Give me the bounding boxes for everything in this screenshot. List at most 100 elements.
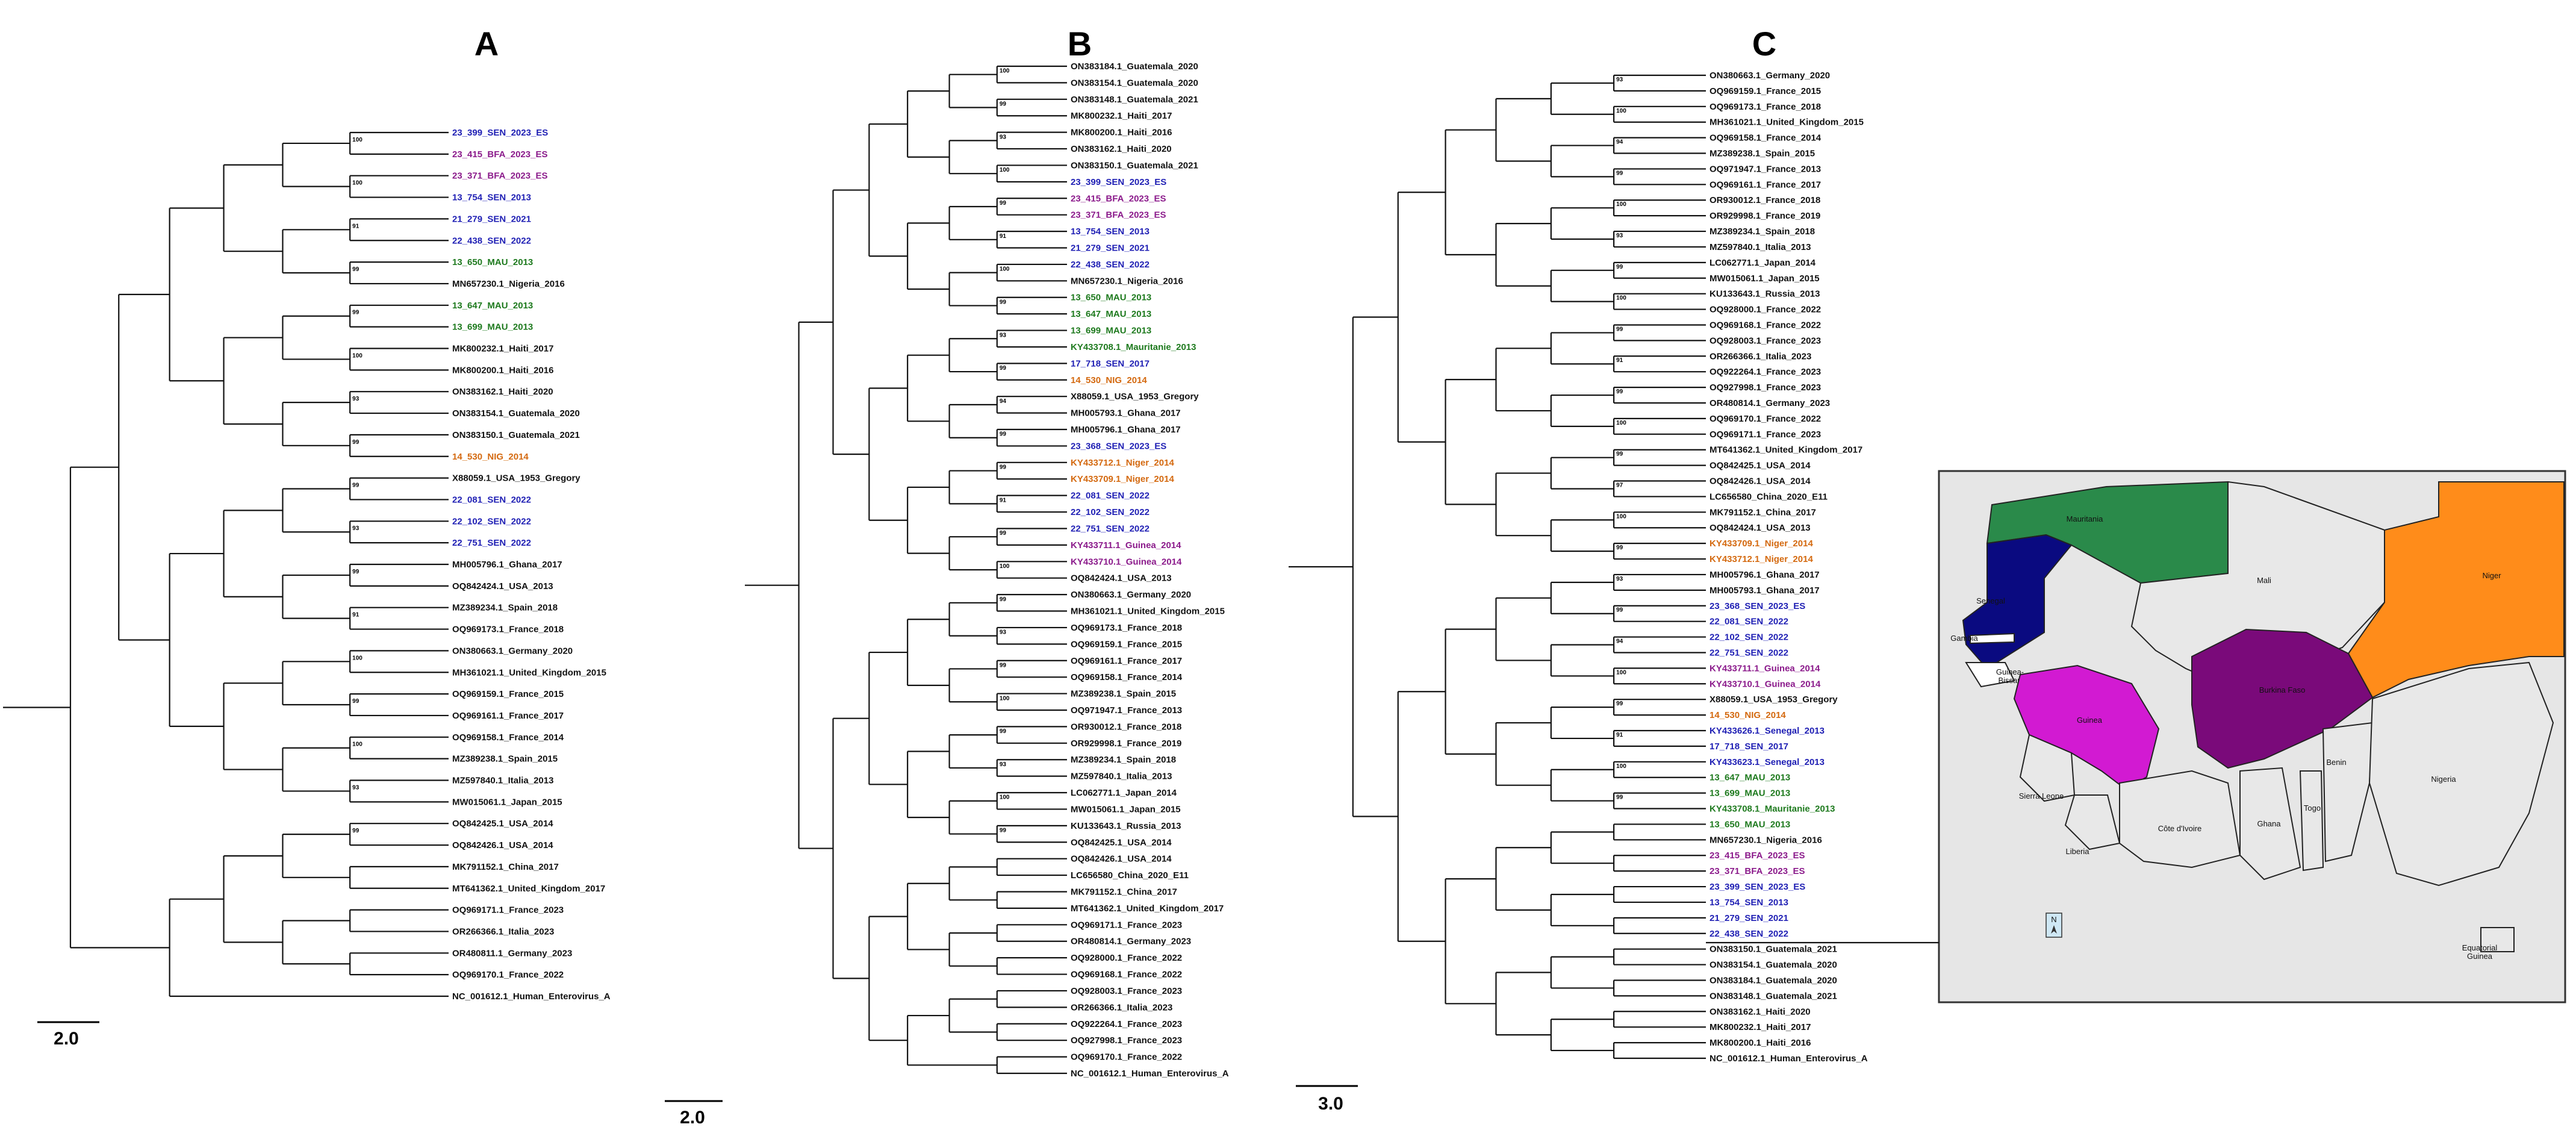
leaf-label: ON383150.1_Guatemala_2021	[1071, 160, 1198, 170]
leaf-label: MK800200.1_Haiti_2016	[1071, 128, 1172, 138]
bootstrap-value: 99	[1000, 101, 1007, 108]
leaf-label: MZ597840.1_Italia_2013	[1071, 772, 1172, 782]
leaf-label: LC656580_China_2020_E11	[1071, 870, 1189, 881]
bootstrap-value: 91	[1000, 233, 1007, 240]
leaf-label: ON380663.1_Germany_2020	[1710, 70, 1830, 81]
leaf-label: MW015061.1_Japan_2015	[1071, 804, 1181, 814]
map-country-label: Guinea-	[1996, 667, 2024, 676]
leaf-label: MK800232.1_Haiti_2017	[1710, 1022, 1811, 1032]
bootstrap-value: 99	[352, 569, 359, 575]
map-country-label: Mali	[2257, 576, 2271, 585]
bootstrap-value: 100	[352, 137, 362, 143]
leaf-label: MK800232.1_Haiti_2017	[452, 344, 553, 354]
leaf-label: 13_650_MAU_2013	[1710, 819, 1790, 829]
bootstrap-value: 99	[1000, 365, 1007, 372]
bootstrap-value: 100	[1616, 295, 1626, 302]
bootstrap-value: 99	[1000, 828, 1007, 834]
leaf-label: OQ969161.1_France_2017	[1071, 656, 1182, 666]
bootstrap-value: 99	[1616, 326, 1623, 332]
leaf-label: 22_751_SEN_2022	[1071, 523, 1150, 534]
leaf-label: OR266366.1_Italia_2023	[1071, 1002, 1172, 1013]
map-country	[2480, 927, 2515, 952]
leaf-label: MH005793.1_Ghana_2017	[1071, 408, 1181, 419]
leaf-label: OQ969170.1_France_2022	[1710, 414, 1821, 424]
leaf-label: 21_279_SEN_2021	[1071, 243, 1150, 254]
leaf-label: LC656580_China_2020_E11	[1710, 491, 1828, 502]
leaf-label: MZ597840.1_Italia_2013	[1710, 242, 1811, 252]
bootstrap-value: 93	[352, 396, 359, 402]
leaf-label: MZ389234.1_Spain_2018	[1710, 226, 1815, 237]
leaf-label: MH005796.1_Ghana_2017	[1710, 570, 1820, 580]
leaf-label: 22_081_SEN_2022	[452, 495, 531, 505]
leaf-label: KY433711.1_Guinea_2014	[1071, 540, 1181, 551]
leaf-label: OQ842425.1_USA_2014	[1710, 461, 1811, 471]
bootstrap-value: 99	[1000, 299, 1007, 305]
map-country-label: Gambia	[1950, 634, 1978, 643]
leaf-label: OQ927998.1_France_2023	[1071, 1035, 1182, 1046]
leaf-label: OQ969170.1_France_2022	[1071, 1052, 1182, 1062]
scale-bar-label: 2.0	[680, 1108, 705, 1128]
leaf-label: X88059.1_USA_1953_Gregory	[452, 473, 580, 484]
leaf-label: KY433709.1_Niger_2014	[1071, 474, 1174, 484]
bootstrap-value: 100	[1616, 513, 1626, 520]
bootstrap-value: 99	[1616, 451, 1623, 458]
leaf-label: MH361021.1_United_Kingdom_2015	[452, 667, 606, 678]
bootstrap-value: 99	[352, 310, 359, 316]
leaf-label: 23_371_BFA_2023_ES	[452, 171, 547, 181]
map-country-label: Bissau	[1998, 676, 2021, 685]
leaf-label: OQ969170.1_France_2022	[452, 970, 564, 980]
bootstrap-value: 100	[1616, 420, 1626, 426]
leaf-label: 22_102_SEN_2022	[1710, 632, 1788, 643]
leaf-label: 13_699_MAU_2013	[452, 322, 533, 332]
bootstrap-value: 100	[352, 655, 362, 661]
bootstrap-value: 99	[352, 698, 359, 705]
bootstrap-value: 97	[1616, 482, 1623, 488]
leaf-label: KY433710.1_Guinea_2014	[1071, 557, 1182, 567]
leaf-label: MH361021.1_United_Kingdom_2015	[1710, 117, 1864, 128]
leaf-label: OQ969168.1_France_2022	[1071, 970, 1182, 980]
bootstrap-value: 99	[1000, 662, 1007, 669]
leaf-label: MZ389234.1_Spain_2018	[1071, 755, 1176, 765]
leaf-label: 23_371_BFA_2023_ES	[1071, 210, 1166, 220]
leaf-label: MZ389238.1_Spain_2015	[452, 754, 558, 764]
bootstrap-value: 93	[1616, 576, 1623, 582]
leaf-label: OR480814.1_Germany_2023	[1710, 398, 1830, 408]
leaf-label: 13_699_MAU_2013	[1071, 326, 1151, 336]
bootstrap-value: 99	[1616, 700, 1623, 707]
compass-label: N	[2051, 915, 2056, 924]
leaf-label: KY433708.1_Mauritanie_2013	[1710, 804, 1835, 814]
leaf-label: MK791152.1_China_2017	[1071, 887, 1177, 897]
tree-panel-b: B 100 99 93 100 99 91 100 99 93 99 94 99 99 91 99 100 99 9…	[665, 25, 1229, 1128]
leaf-label: 23_415_BFA_2023_ES	[452, 149, 547, 160]
bootstrap-value: 100	[352, 741, 362, 748]
leaf-label: 23_399_SEN_2023_ES	[452, 128, 548, 138]
leaf-label: 23_371_BFA_2023_ES	[1710, 866, 1805, 876]
leaf-label: OR930012.1_France_2018	[1710, 195, 1820, 205]
leaf-label: 13_754_SEN_2013	[452, 193, 531, 203]
bootstrap-value: 99	[1000, 431, 1007, 438]
bootstrap-value: 99	[1000, 596, 1007, 603]
leaf-label: KY433626.1_Senegal_2013	[1710, 726, 1825, 736]
leaf-label: MN657230.1_Nigeria_2016	[1710, 835, 1822, 845]
bootstrap-value: 93	[1000, 134, 1007, 140]
leaf-label: ON380663.1_Germany_2020	[452, 646, 573, 656]
leaf-label: 22_081_SEN_2022	[1071, 491, 1150, 501]
bootstrap-value: 100	[1000, 167, 1010, 173]
leaf-label: 17_718_SEN_2017	[1071, 358, 1150, 369]
leaf-label: KY433708.1_Mauritanie_2013	[1071, 342, 1196, 352]
leaf-label: ON383154.1_Guatemala_2020	[452, 408, 580, 419]
leaf-label: MT641362.1_United_Kingdom_2017	[1071, 903, 1224, 914]
bootstrap-value: 91	[1616, 732, 1623, 738]
leaf-label: OQ928003.1_France_2023	[1710, 335, 1821, 346]
leaf-label: OQ971947.1_France_2013	[1071, 705, 1182, 716]
bootstrap-value: 100	[1616, 108, 1626, 114]
leaf-label: MN657230.1_Nigeria_2016	[1071, 276, 1183, 286]
leaf-label: MT641362.1_United_Kingdom_2017	[1710, 445, 1862, 455]
leaf-label: OQ842426.1_USA_2014	[452, 840, 553, 850]
map-country-label: Mauritania	[2067, 514, 2103, 523]
bootstrap-value: 99	[1616, 544, 1623, 551]
bootstrap-value: 100	[1616, 201, 1626, 208]
leaf-label: OQ842424.1_USA_2013	[1710, 523, 1811, 533]
leaf-label: 13_754_SEN_2013	[1071, 226, 1150, 237]
map-country-label: Nigeria	[2431, 775, 2456, 784]
